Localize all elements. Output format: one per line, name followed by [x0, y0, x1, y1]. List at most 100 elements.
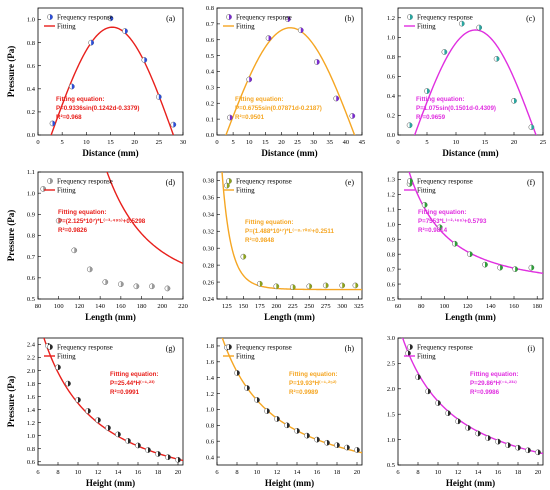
- x-tick-label: 6: [396, 469, 400, 476]
- y-tick-label: 1.4: [206, 375, 215, 382]
- fit-curve: [413, 29, 537, 135]
- data-point-fill: [108, 425, 111, 431]
- x-axis-label: Height (mm): [86, 478, 135, 488]
- y-tick-label: 0.0: [387, 132, 395, 139]
- x-tick-label: 8: [235, 469, 238, 476]
- x-tick-label: 20: [278, 139, 285, 146]
- panel-letter: (h): [345, 344, 355, 353]
- data-point-fill: [136, 283, 139, 289]
- x-tick-label: 8: [56, 469, 59, 476]
- x-axis-label: Length (mm): [85, 312, 136, 322]
- chart-panel-a: 0 5 10 15 20 25 30 0.0 0.2 0.4 0.6 0.8 1.0 Distance (…: [6, 7, 186, 158]
- equation-line: P=25.44*H⁽⁻¹·²³⁾: [110, 380, 155, 387]
- plot-frame: [397, 171, 544, 300]
- y-tick-label: 1.2: [387, 15, 395, 22]
- x-tick-label: 15: [482, 139, 489, 146]
- equation-line: Fitting equation:: [416, 96, 464, 103]
- y-axis-label: Pressure (Pa): [6, 46, 16, 97]
- x-tick-label: 14: [115, 469, 122, 476]
- legend-label-fit: Fitting: [236, 23, 255, 31]
- panel-letter: (d): [166, 178, 176, 187]
- data-point-fill: [247, 385, 250, 391]
- data-point-fill: [317, 437, 320, 443]
- data-point-fill: [508, 442, 511, 448]
- data-point-fill: [229, 114, 233, 121]
- y-tick-label: 1.0: [206, 407, 214, 414]
- chart-panel-d: 80 100 120 140 160 180 200 220 0.5 0.6 0.7 0.8 0.9 1.…: [6, 169, 188, 322]
- y-tick-label: 1.8: [27, 381, 35, 388]
- data-point-fill: [531, 265, 534, 271]
- chart-panel-c: 0 5 10 15 20 25 0.0 0.2 0.4 0.6 0.8 1.0 1.2 Distance …: [387, 7, 546, 158]
- equation-line: R²=0.968: [56, 114, 82, 121]
- y-tick-label: 0.6: [206, 438, 215, 445]
- data-point-fill: [243, 254, 246, 260]
- x-tick-label: 140: [95, 303, 105, 310]
- legend-label-fit: Fitting: [57, 23, 76, 31]
- y-tick-label: 1.8: [206, 343, 214, 350]
- data-point-fill: [418, 374, 421, 380]
- x-tick-label: 100: [54, 303, 64, 310]
- x-tick-label: 160: [509, 303, 519, 310]
- chart-panel-b: 0 5 10 15 20 25 30 35 40 45 0.0 0.1 0.2 0.3 0.4 0.5 0.6 0…: [206, 5, 365, 158]
- x-tick-label: 40: [343, 139, 350, 146]
- legend-label-fit: Fitting: [417, 23, 436, 31]
- y-tick-label: 2.5: [387, 361, 395, 368]
- y-tick-label: 1.6: [206, 359, 215, 366]
- y-tick-label: 0.5: [387, 462, 395, 469]
- y-tick-label: 0.32: [203, 228, 214, 235]
- legend-marker-fill: [229, 344, 232, 350]
- legend-label-fit: Fitting: [236, 353, 255, 361]
- y-tick-label: 1.0: [387, 35, 395, 42]
- x-tick-label: 30: [310, 139, 317, 146]
- plot-frame: [397, 337, 544, 466]
- equation-line: R²=0.9986: [470, 389, 500, 396]
- panel-letter: (c): [526, 14, 535, 23]
- chart-panel-i: 6 8 10 12 14 16 18 20 0.5 1.0 1.5 2.0 2.5 3.0 Height (…: [387, 335, 544, 488]
- data-point-fill: [454, 241, 458, 247]
- data-point-fill: [468, 425, 471, 431]
- equation-line: P=0.6755sin(0.07871d-0.2187): [235, 105, 322, 112]
- legend-marker-fill: [229, 14, 232, 20]
- data-point-fill: [43, 186, 46, 192]
- y-tick-label: 1.0: [27, 190, 35, 197]
- x-tick-label: 15: [107, 139, 114, 146]
- x-tick-label: 5: [61, 139, 64, 146]
- data-point-fill: [309, 283, 312, 289]
- y-tick-label: 0.36: [203, 195, 215, 202]
- equation-line: R²=0.9501: [235, 114, 265, 121]
- legend-label-points: Frequency response: [417, 344, 473, 352]
- equation-line: Fitting equation:: [110, 371, 158, 378]
- y-tick-label: 0.8: [387, 54, 395, 61]
- fit-curve: [225, 27, 356, 135]
- x-tick-label: 80: [35, 303, 42, 310]
- y-tick-label: 0.9: [387, 236, 395, 243]
- y-tick-label: 0.6: [27, 459, 36, 466]
- y-tick-label: 0.34: [203, 212, 215, 219]
- panel-letter: (f): [527, 178, 535, 187]
- legend-label-points: Frequency response: [57, 344, 113, 352]
- data-point-fill: [287, 16, 291, 22]
- equation-line: P=(2.125*10⁷)*L⁽⁻³·⁴⁹⁵⁾+0.5298: [58, 218, 146, 225]
- data-point-fill: [515, 266, 518, 272]
- data-point-fill: [409, 122, 413, 128]
- data-point-fill: [439, 224, 443, 230]
- x-tick-label: 200: [271, 303, 281, 310]
- y-tick-label: 1.0: [387, 437, 395, 444]
- fit-equation: Fitting equation: P=0.6755sin(0.07871d-0.…: [235, 96, 322, 121]
- x-tick-label: 275: [321, 303, 331, 310]
- y-tick-label: 1.5: [387, 411, 395, 418]
- data-point-fill: [428, 388, 431, 394]
- fit-equation: Fitting equation: P=(2.125*10⁷)*L⁽⁻³·⁴⁹⁵⁾…: [58, 209, 146, 234]
- y-tick-label: 0.6: [387, 281, 396, 288]
- x-tick-label: 10: [435, 469, 442, 476]
- y-tick-label: 0.8: [387, 251, 395, 258]
- data-point-fill: [327, 440, 330, 446]
- equation-line: P=29.86*H⁽⁻¹·²³¹⁾: [470, 380, 517, 387]
- panel-letter: (a): [166, 14, 175, 23]
- x-axis-label: Distance (mm): [82, 148, 138, 158]
- data-point-fill: [249, 76, 252, 83]
- data-point-fill: [287, 422, 290, 428]
- y-tick-label: 1.1: [387, 207, 395, 214]
- data-point-fill: [120, 281, 124, 287]
- x-axis-label: Distance (mm): [261, 148, 317, 158]
